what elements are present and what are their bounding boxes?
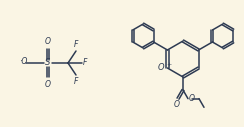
Text: ·O: ·O xyxy=(19,58,27,67)
Text: S: S xyxy=(45,58,51,67)
Text: O: O xyxy=(158,64,164,73)
Text: F: F xyxy=(74,77,78,86)
Text: O: O xyxy=(45,80,51,89)
Text: O: O xyxy=(174,100,180,109)
Text: F: F xyxy=(83,58,87,67)
Text: F: F xyxy=(74,40,78,49)
Text: +: + xyxy=(166,62,172,67)
Text: O: O xyxy=(189,94,195,103)
Text: O: O xyxy=(45,37,51,46)
